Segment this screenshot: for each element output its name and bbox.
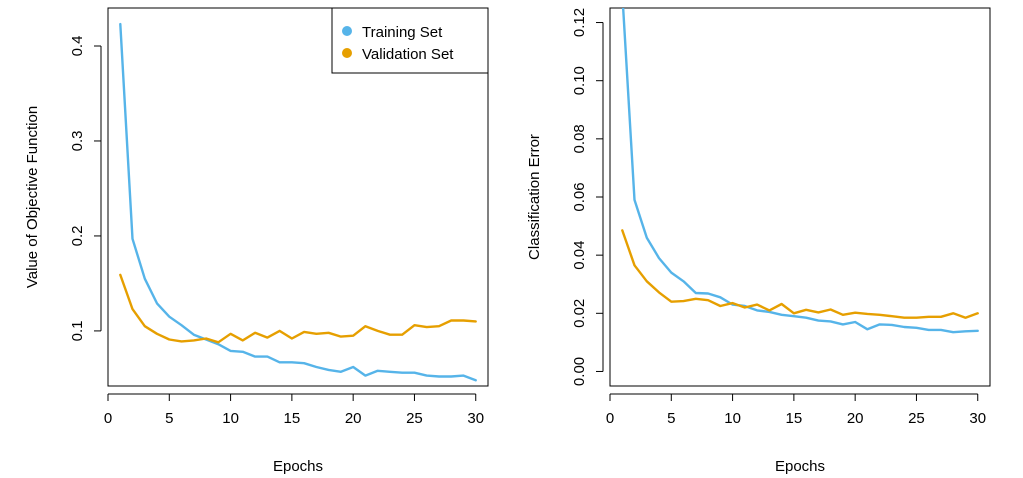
plot-frame-2 xyxy=(609,7,991,387)
y-axis-title: Classification Error xyxy=(526,134,543,260)
y-axis-title: Value of Objective Function xyxy=(24,106,41,288)
series-line-training-set xyxy=(119,22,477,382)
x-tick-label: 0 xyxy=(104,410,112,427)
y-tick-label: 0.08 xyxy=(571,124,588,153)
y-tick-label: 0.00 xyxy=(571,357,588,386)
legend-marker xyxy=(342,26,352,36)
x-tick-label: 10 xyxy=(724,410,741,427)
x-tick-label: 20 xyxy=(847,410,864,427)
series-line-validation-set xyxy=(119,273,477,344)
x-axis-title: Epochs xyxy=(273,458,323,475)
x-axis-title: Epochs xyxy=(775,458,825,475)
series-line-training-set xyxy=(621,8,979,334)
x-tick-label: 15 xyxy=(284,410,301,427)
x-tick-label: 25 xyxy=(406,410,423,427)
y-tick-label: 0.1 xyxy=(69,320,86,341)
x-tick-label: 30 xyxy=(969,410,986,427)
x-tick-label: 25 xyxy=(908,410,925,427)
x-tick-label: 30 xyxy=(467,410,484,427)
x-tick-label: 20 xyxy=(345,410,362,427)
y-tick-label: 0.4 xyxy=(69,36,86,57)
y-tick-label: 0.12 xyxy=(571,8,588,37)
x-tick-label: 15 xyxy=(786,410,803,427)
legend-box xyxy=(331,7,489,74)
y-tick-label: 0.06 xyxy=(571,182,588,211)
x-tick-label: 5 xyxy=(667,410,675,427)
x-tick-label: 5 xyxy=(165,410,173,427)
legend-marker xyxy=(342,48,352,58)
legend-label: Validation Set xyxy=(362,46,454,63)
y-tick-label: 0.04 xyxy=(571,241,588,270)
series-line-validation-set xyxy=(621,229,979,319)
x-tick-label: 0 xyxy=(606,410,614,427)
y-tick-label: 0.10 xyxy=(571,66,588,95)
legend-label: Training Set xyxy=(362,24,443,41)
y-tick-label: 0.3 xyxy=(69,131,86,152)
x-tick-label: 10 xyxy=(222,410,239,427)
plot-frame-1 xyxy=(107,7,489,387)
y-tick-label: 0.02 xyxy=(571,299,588,328)
y-tick-label: 0.2 xyxy=(69,226,86,247)
